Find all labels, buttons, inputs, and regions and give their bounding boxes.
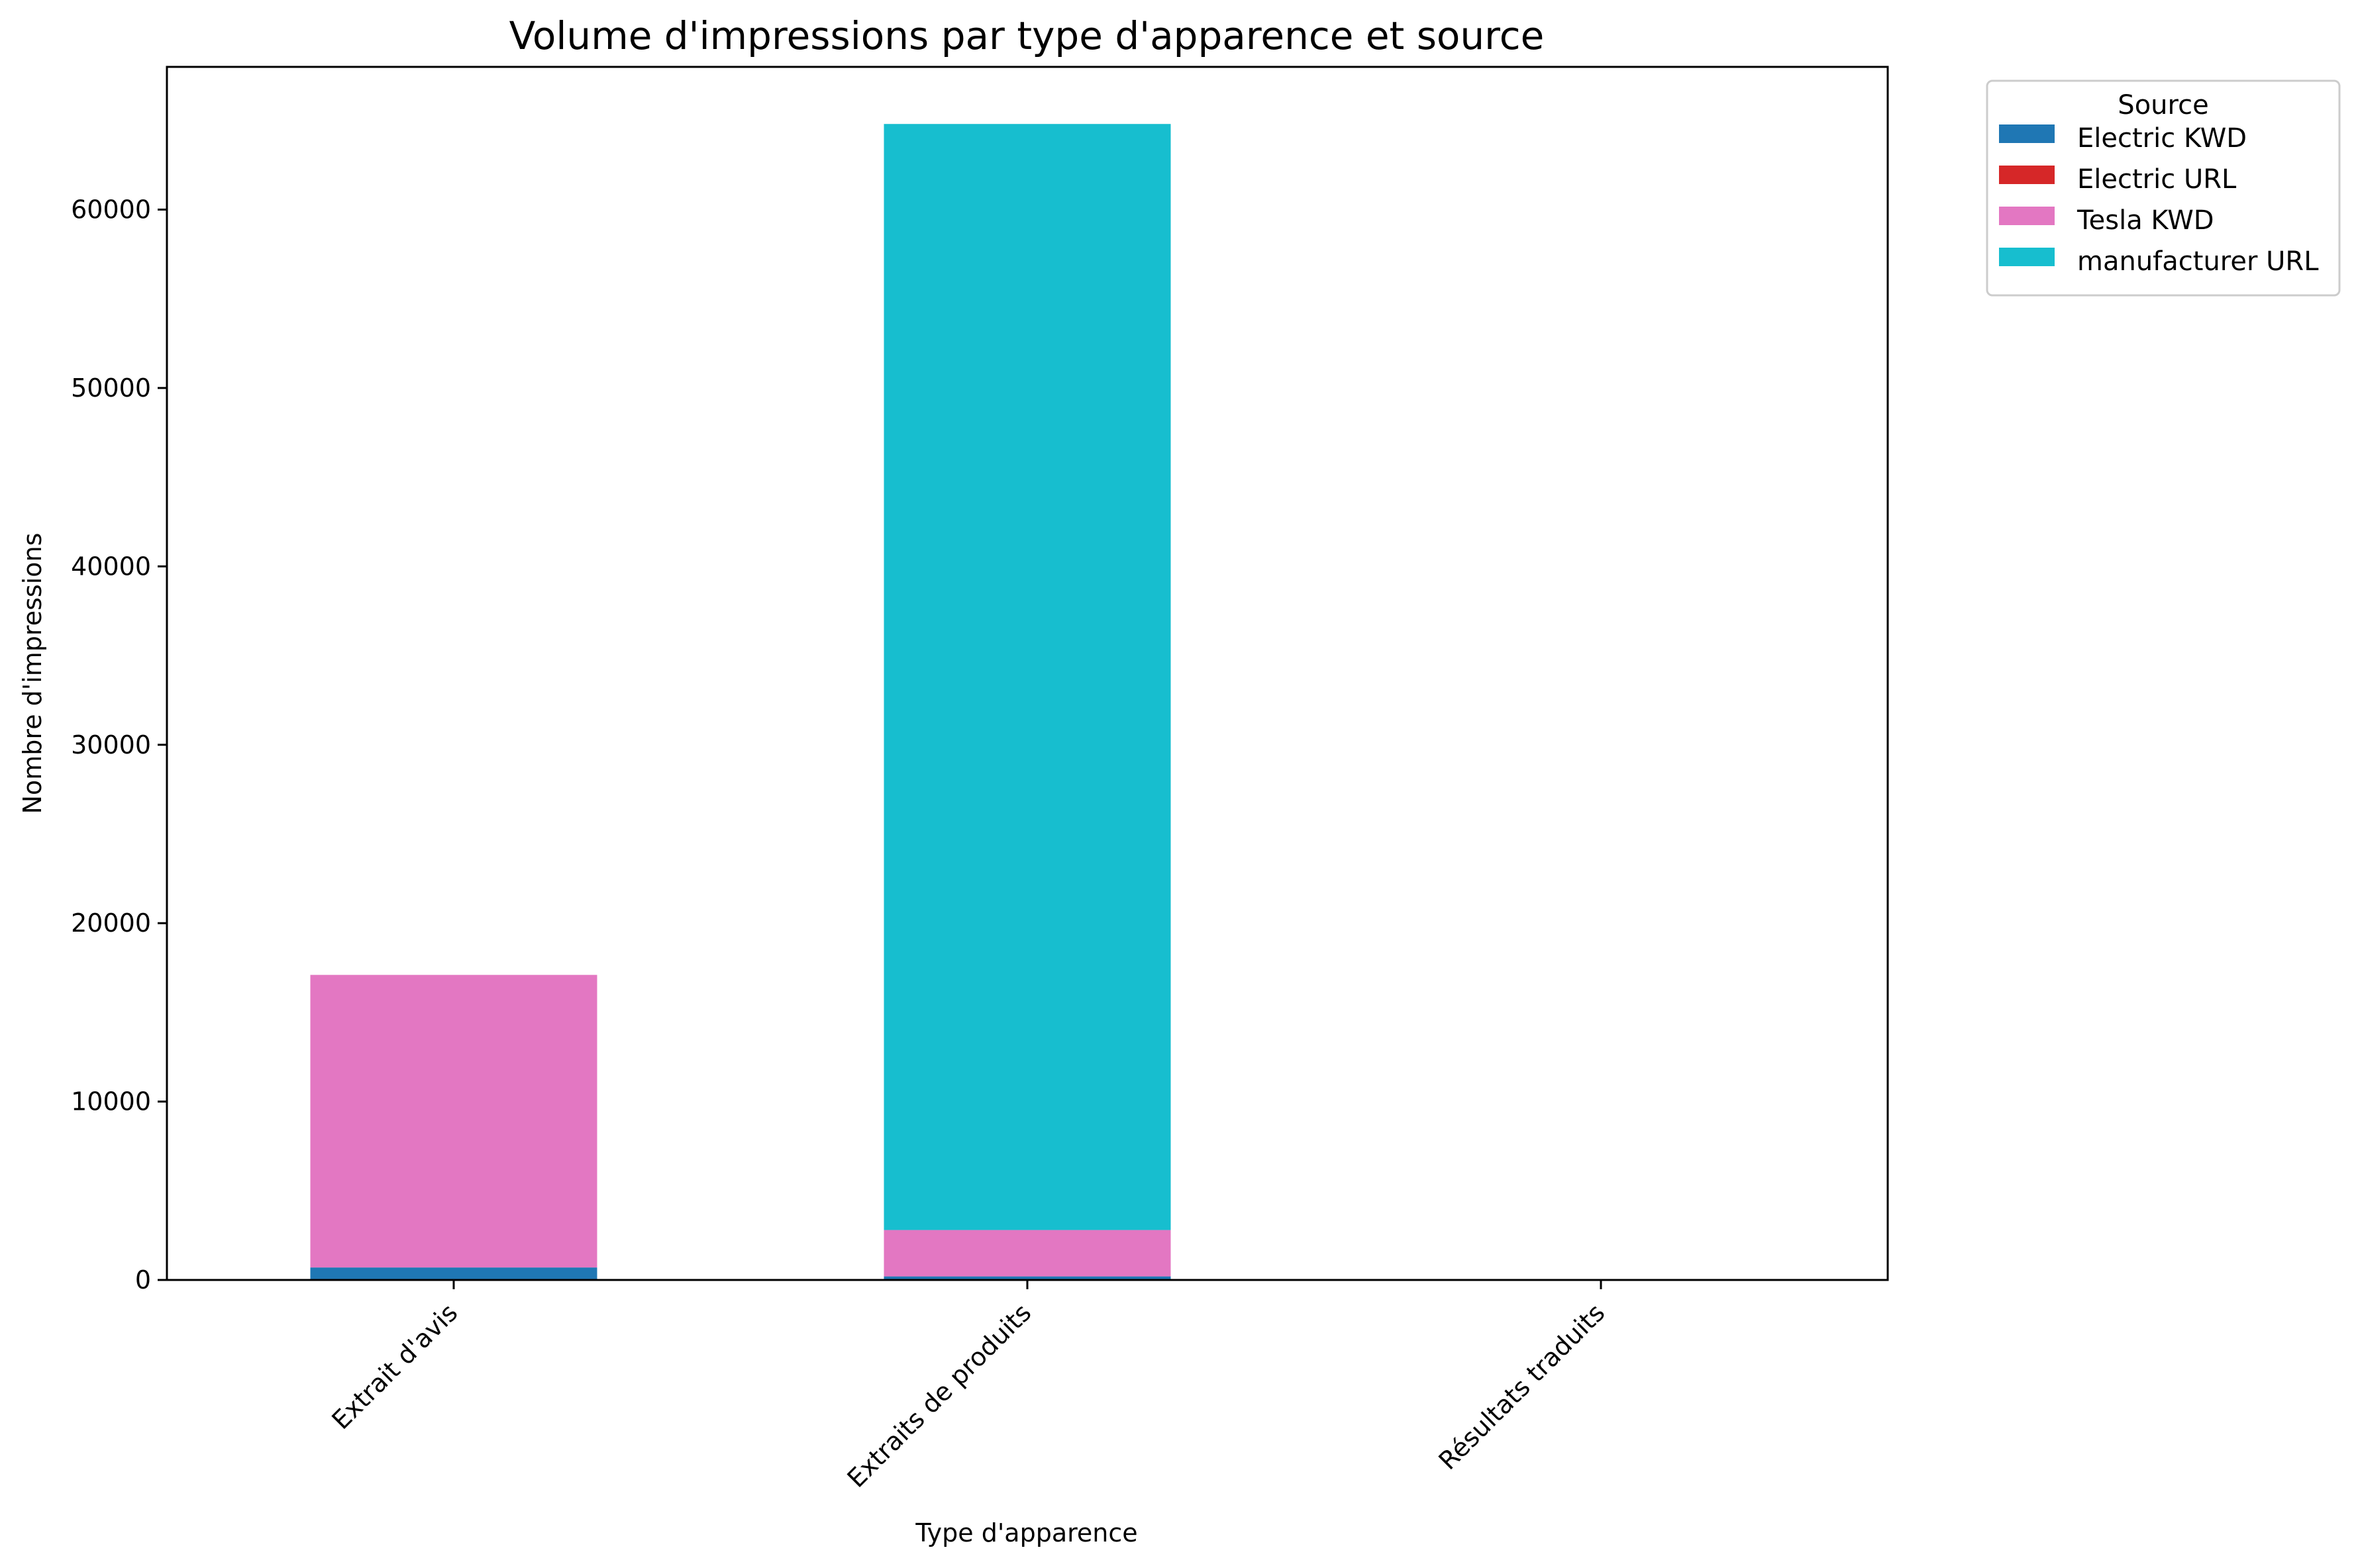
- x-tick-label: Extraits de produits: [842, 1298, 1037, 1493]
- legend-title: Source: [2118, 90, 2208, 121]
- legend-swatch: [1999, 248, 2055, 266]
- bars-group: [310, 124, 1171, 1280]
- y-tick-label: 0: [135, 1265, 151, 1295]
- legend-items: Electric KWD Electric URL Tesla KWD manufac…: [1999, 123, 2319, 277]
- y-axis-label: Nombre d'impressions: [18, 533, 47, 814]
- bar-segment: [310, 1267, 597, 1280]
- legend-swatch: [1999, 207, 2055, 225]
- bar-segment: [884, 1276, 1171, 1280]
- legend-label: Electric URL: [2077, 164, 2237, 195]
- x-tick-label: Résultats traduits: [1433, 1298, 1611, 1475]
- y-tick-label: 30000: [71, 730, 151, 760]
- y-axis: 0 10000 20000 30000 40000 50000 60000: [71, 195, 167, 1295]
- legend-label: manufacturer URL: [2077, 246, 2319, 277]
- legend: Source Electric KWD Electric URL Tesla KWD…: [1986, 79, 2341, 297]
- legend-swatch: [1999, 124, 2055, 143]
- chart-title: Volume d'impressions par type d'apparenc…: [509, 13, 1545, 58]
- y-tick-label: 40000: [71, 552, 151, 581]
- y-tick-label: 10000: [71, 1087, 151, 1116]
- legend-swatch: [1999, 166, 2055, 184]
- bar-segment: [884, 1230, 1171, 1277]
- y-tick-label: 20000: [71, 908, 151, 938]
- bar-segment: [310, 975, 597, 1268]
- x-axis: Extrait d'avis Extraits de produits Résult…: [327, 1280, 1611, 1493]
- legend-label: Tesla KWD: [2076, 205, 2214, 236]
- y-tick-label: 60000: [71, 195, 151, 224]
- legend-label: Electric KWD: [2077, 123, 2247, 154]
- legend-frame: [1986, 79, 2341, 297]
- bar-segment: [884, 124, 1171, 1230]
- y-tick-label: 50000: [71, 373, 151, 403]
- x-tick-label: Extrait d'avis: [327, 1298, 464, 1435]
- x-axis-label: Type d'apparence: [915, 1518, 1137, 1547]
